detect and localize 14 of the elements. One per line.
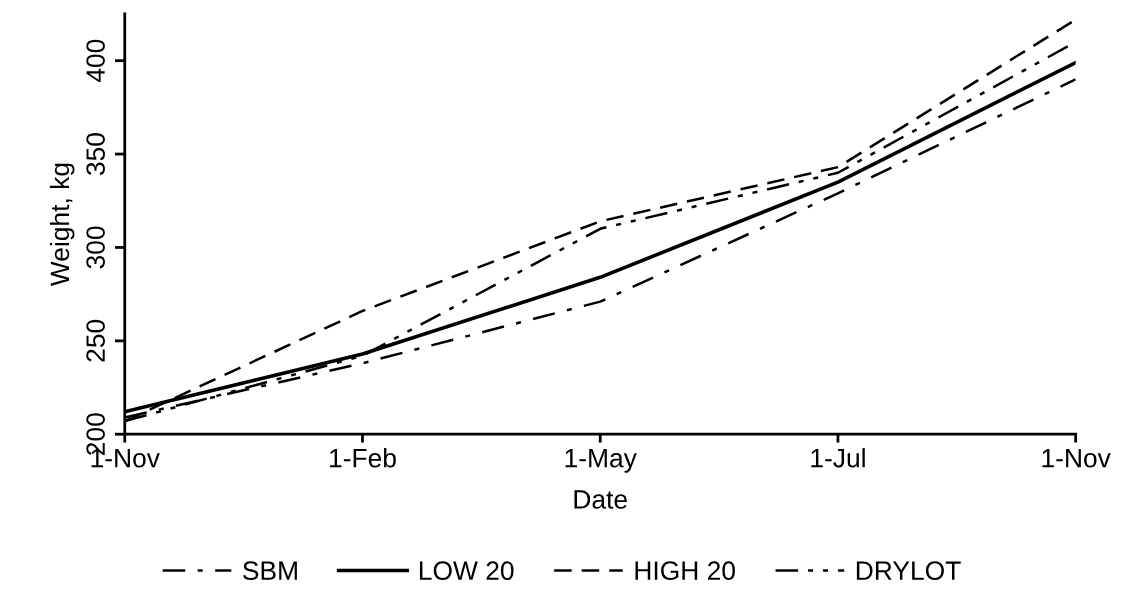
x-tick-label: 1-May — [565, 449, 637, 473]
x-tick-label: 1-Jul — [811, 448, 865, 468]
legend-label: SBM — [243, 561, 297, 581]
legend-label: DRYLOT — [856, 561, 961, 581]
x-axis-title: Date — [574, 490, 627, 509]
legend-label: LOW 20 — [419, 561, 514, 581]
legend-label: HIGH 20 — [635, 561, 735, 581]
y-tick-label: 300 — [86, 226, 105, 269]
x-tick-label: 1-Feb — [330, 448, 396, 468]
y-axis-title: Weight, kg — [49, 163, 75, 287]
x-tick-label: 1-Nov — [1042, 449, 1111, 468]
y-tick-label: 400 — [86, 39, 105, 83]
y-tick-label: 350 — [86, 133, 105, 176]
y-tick-label: 250 — [86, 319, 105, 362]
